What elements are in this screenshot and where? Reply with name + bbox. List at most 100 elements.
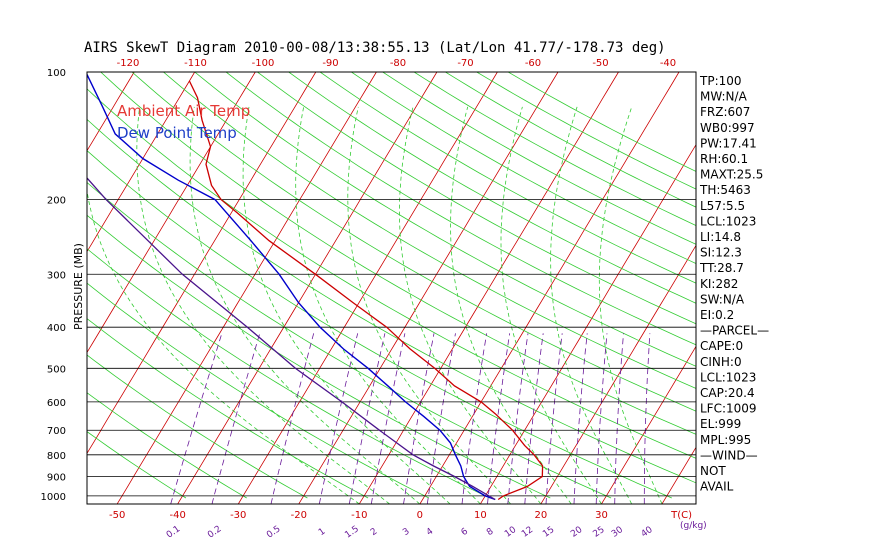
- mixing-ratio-line: [643, 333, 651, 504]
- isotherm-line: [601, 345, 696, 504]
- legend-dew-point-temp: Dew Point Temp: [117, 124, 237, 142]
- moist-adiabat-line: [87, 188, 360, 504]
- mixing-ratio-label: 0.5: [265, 524, 282, 540]
- stat-entry: —PARCEL—: [700, 324, 769, 338]
- stat-entry: PW:17.41: [700, 136, 757, 150]
- bottom-temp-tick-label: -30: [230, 510, 246, 521]
- stat-entry: LI:14.8: [700, 230, 741, 244]
- mixing-ratio-line: [545, 333, 563, 504]
- mixing-ratio-label: 1: [317, 527, 327, 538]
- moist-adiabat-line: [347, 106, 511, 504]
- dry-adiabat-line: [87, 118, 696, 484]
- isotherm-line: [177, 72, 438, 504]
- moist-adiabat-line: [598, 106, 663, 504]
- dry-adiabat-line: [87, 181, 612, 499]
- mixing-ratio-label: 1.5: [343, 524, 360, 540]
- pressure-tick-label: 300: [47, 270, 66, 281]
- dry-adiabat-line: [288, 72, 696, 304]
- dry-adiabat-line: [413, 72, 696, 226]
- mixing-ratio-line: [461, 333, 488, 504]
- dry-adiabat-line: [100, 72, 696, 435]
- mixing-ratio-label: 4: [425, 526, 436, 538]
- stat-entry: EI:0.2: [700, 308, 734, 322]
- stat-entry: CINH:0: [700, 355, 742, 369]
- stat-entry: MPL:995: [700, 433, 751, 447]
- stat-entry: RH:60.1: [700, 152, 748, 166]
- isotherm-line: [116, 72, 377, 504]
- top-temp-tick-label: -60: [525, 58, 541, 69]
- dry-adiabat-line: [131, 72, 696, 412]
- parcel-line: [87, 177, 496, 501]
- dry-adiabat-line: [257, 72, 696, 325]
- stat-entry: TT:28.7: [699, 261, 744, 275]
- moist-adiabat-line: [295, 106, 481, 504]
- mixing-ratio-label: 6: [460, 526, 471, 538]
- stat-entry: SW:N/A: [700, 292, 745, 306]
- chart-title: AIRS SkewT Diagram 2010-00-08/13:38:55.1…: [84, 40, 666, 56]
- stat-entry: —WIND—: [700, 448, 758, 462]
- dry-adiabat-line: [194, 72, 696, 367]
- bottom-temp-tick-label: -20: [291, 510, 307, 521]
- stat-entry: L57:5.5: [700, 199, 745, 213]
- stat-entry: MAXT:25.5: [700, 168, 763, 182]
- dry-adiabat-line: [476, 72, 696, 190]
- isotherm-line: [87, 72, 196, 253]
- mixing-ratio-label: 0.1: [165, 524, 182, 540]
- mixing-ratio-unit-label: (g/kg): [680, 521, 707, 531]
- bottom-temp-tick-label: 0: [417, 510, 423, 521]
- pressure-tick-label: 500: [47, 364, 66, 375]
- pressure-tick-label: 900: [47, 473, 66, 484]
- dry-adiabat-line: [225, 72, 696, 346]
- pressure-tick-label: 800: [47, 451, 66, 462]
- stat-entry: EL:999: [700, 417, 741, 431]
- mixing-ratio-label: 15: [541, 525, 556, 540]
- stat-entry: AVAIL: [700, 480, 734, 494]
- grid-lines: [0, 72, 696, 504]
- isotherm-line: [87, 72, 135, 152]
- pressure-tick-label: 200: [47, 196, 66, 207]
- mixing-ratio-label: 40: [640, 525, 655, 540]
- dry-adiabat-line: [87, 282, 430, 499]
- isotherm-line: [237, 72, 498, 504]
- isotherm-line: [419, 72, 680, 504]
- dry-adiabat-line: [163, 72, 696, 389]
- pressure-tick-label: 1000: [41, 492, 66, 503]
- plot-frame: [86, 71, 697, 505]
- bottom-temp-tick-label: 30: [595, 510, 608, 521]
- bottom-temp-tick-label: 10: [474, 510, 487, 521]
- stat-entry: LCL:1023: [700, 214, 756, 228]
- stat-entry: KI:282: [700, 277, 738, 291]
- pressure-tick-label: 400: [47, 323, 66, 334]
- dry-adiabat-line: [87, 248, 490, 499]
- isotherm-line: [87, 72, 317, 455]
- moist-adiabat-line: [550, 106, 633, 504]
- top-temp-tick-label: -80: [390, 58, 406, 69]
- dry-adiabat-line: [445, 72, 696, 208]
- mixing-ratio-line: [573, 333, 588, 504]
- top-temp-tick-label: -100: [252, 58, 275, 69]
- stat-entry: SI:12.3: [700, 246, 742, 260]
- mixing-ratio-label: 0.2: [206, 524, 223, 540]
- bottom-temp-tick-label: 20: [535, 510, 548, 521]
- top-temp-tick-label: -70: [457, 58, 473, 69]
- pressure-tick-label: 100: [47, 68, 66, 79]
- stat-entry: MW:N/A: [700, 90, 748, 104]
- isotherm-line: [298, 72, 559, 504]
- mixing-ratio-line: [403, 333, 435, 504]
- isotherm-line: [540, 244, 696, 504]
- stat-entry: LCL:1023: [700, 370, 756, 384]
- dry-adiabat-line: [87, 392, 247, 499]
- pressure-tick-label: 700: [47, 426, 66, 437]
- legend-ambient-air-temp: Ambient Air Temp: [117, 102, 250, 120]
- isotherm-line: [0, 72, 74, 504]
- bottom-axis-unit-label: T(C): [670, 510, 692, 521]
- dry-adiabat-line: [87, 150, 672, 499]
- stat-entry: TH:5463: [699, 183, 751, 197]
- top-temp-tick-label: -120: [117, 58, 140, 69]
- stat-entry: WB0:997: [700, 121, 755, 135]
- top-temp-tick-label: -110: [184, 58, 207, 69]
- isotherm-line: [0, 72, 13, 504]
- mixing-ratio-line: [487, 333, 511, 504]
- dry-adiabat-line: [87, 214, 551, 499]
